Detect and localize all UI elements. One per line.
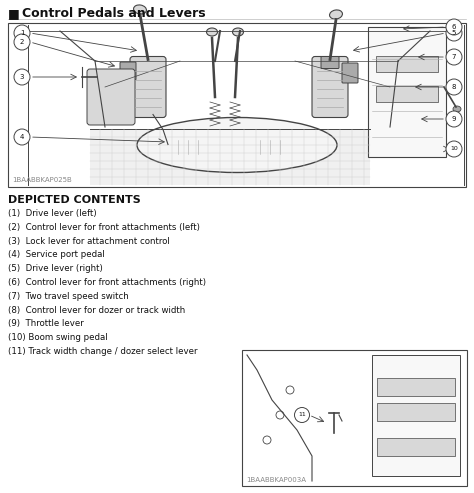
FancyBboxPatch shape bbox=[250, 136, 293, 159]
Text: 3: 3 bbox=[20, 74, 24, 80]
Bar bbox=[368, 27, 446, 157]
Bar bbox=[377, 378, 455, 396]
Circle shape bbox=[276, 411, 284, 419]
Bar bbox=[377, 403, 455, 421]
Text: 1BAABBKAP003A: 1BAABBKAP003A bbox=[246, 477, 306, 483]
Circle shape bbox=[446, 19, 462, 35]
Text: 5: 5 bbox=[452, 30, 456, 36]
Ellipse shape bbox=[453, 106, 461, 112]
Text: DEPICTED CONTENTS: DEPICTED CONTENTS bbox=[8, 195, 141, 205]
Circle shape bbox=[14, 69, 30, 85]
Text: (4)  Service port pedal: (4) Service port pedal bbox=[8, 250, 105, 259]
Text: 1: 1 bbox=[20, 30, 24, 36]
FancyBboxPatch shape bbox=[120, 62, 136, 80]
Text: 1BAABBKAP025B: 1BAABBKAP025B bbox=[12, 177, 72, 183]
Ellipse shape bbox=[137, 117, 337, 173]
Text: ■: ■ bbox=[8, 7, 20, 20]
Text: (9)  Throttle lever: (9) Throttle lever bbox=[8, 319, 84, 328]
Ellipse shape bbox=[134, 5, 146, 14]
Text: (10) Boom swing pedal: (10) Boom swing pedal bbox=[8, 333, 108, 342]
FancyBboxPatch shape bbox=[168, 136, 211, 159]
Text: 9: 9 bbox=[452, 116, 456, 122]
Bar bbox=[8, 23, 466, 187]
FancyBboxPatch shape bbox=[321, 57, 339, 69]
Text: 7: 7 bbox=[452, 54, 456, 60]
Text: (11) Track width change / dozer select lever: (11) Track width change / dozer select l… bbox=[8, 347, 198, 356]
Text: (2)  Control lever for front attachments (left): (2) Control lever for front attachments … bbox=[8, 223, 200, 232]
Text: (8)  Control lever for dozer or track width: (8) Control lever for dozer or track wid… bbox=[8, 306, 185, 315]
Text: (5)  Drive lever (right): (5) Drive lever (right) bbox=[8, 264, 103, 273]
Ellipse shape bbox=[207, 28, 218, 36]
Text: (6)  Control lever for front attachments (right): (6) Control lever for front attachments … bbox=[8, 278, 206, 287]
Text: 6: 6 bbox=[452, 24, 456, 30]
Text: (7)  Two travel speed switch: (7) Two travel speed switch bbox=[8, 292, 129, 301]
Bar bbox=[376, 86, 438, 102]
Circle shape bbox=[14, 129, 30, 145]
Text: 4: 4 bbox=[20, 134, 24, 140]
Bar bbox=[90, 129, 370, 185]
Text: Control Pedals and Levers: Control Pedals and Levers bbox=[22, 7, 206, 20]
Text: (1)  Drive lever (left): (1) Drive lever (left) bbox=[8, 209, 97, 218]
Ellipse shape bbox=[233, 28, 244, 36]
Ellipse shape bbox=[329, 10, 342, 19]
Circle shape bbox=[446, 79, 462, 95]
Circle shape bbox=[446, 25, 462, 41]
FancyBboxPatch shape bbox=[87, 69, 135, 125]
Text: 11: 11 bbox=[298, 413, 306, 418]
Circle shape bbox=[446, 49, 462, 65]
Bar bbox=[242, 350, 467, 486]
Circle shape bbox=[294, 408, 310, 423]
FancyBboxPatch shape bbox=[342, 63, 358, 83]
Circle shape bbox=[446, 111, 462, 127]
Circle shape bbox=[286, 386, 294, 394]
Text: (3)  Lock lever for attachment control: (3) Lock lever for attachment control bbox=[8, 237, 170, 246]
FancyBboxPatch shape bbox=[312, 57, 348, 117]
Circle shape bbox=[446, 141, 462, 157]
Bar bbox=[376, 56, 438, 72]
Text: 2: 2 bbox=[20, 39, 24, 45]
FancyBboxPatch shape bbox=[130, 57, 166, 117]
Bar bbox=[372, 355, 460, 476]
Circle shape bbox=[14, 25, 30, 41]
Circle shape bbox=[263, 436, 271, 444]
Text: 8: 8 bbox=[452, 84, 456, 90]
Circle shape bbox=[14, 34, 30, 50]
Text: 10: 10 bbox=[450, 146, 458, 151]
Bar bbox=[377, 438, 455, 456]
